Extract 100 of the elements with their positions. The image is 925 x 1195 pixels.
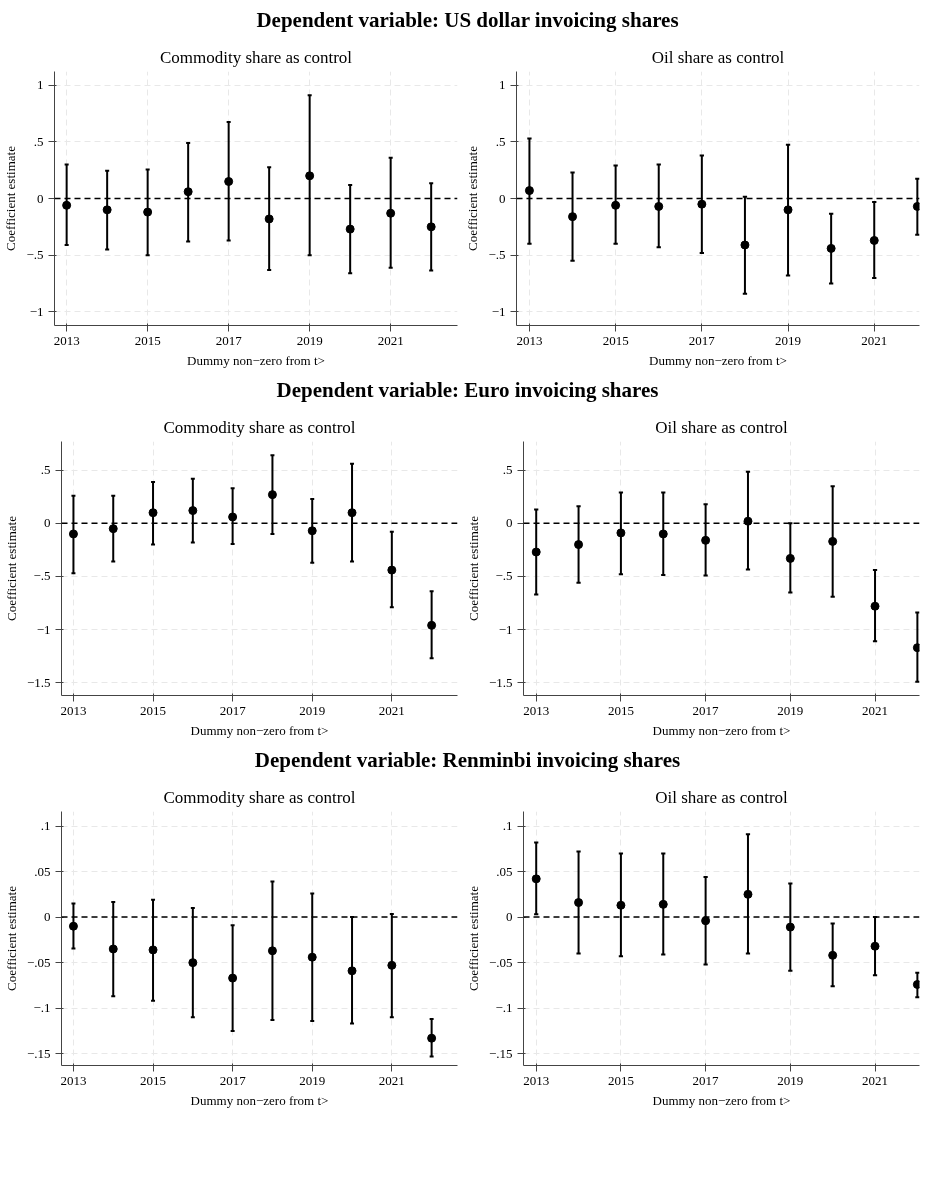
point (427, 1033, 437, 1043)
y-tick-label: −.1 (33, 1000, 51, 1016)
point (574, 540, 584, 550)
x-axis-title: Dummy non−zero from t> (190, 722, 329, 738)
x-tick-label: 2019 (777, 1072, 804, 1088)
y-tick-label: .05 (34, 863, 51, 879)
point (826, 243, 836, 253)
point (912, 643, 920, 653)
x-axis-title: Dummy non−zero from t> (190, 1092, 329, 1108)
x-tick-label: 2021 (378, 702, 405, 718)
point (307, 526, 317, 536)
x-tick-label: 2017 (688, 332, 716, 348)
y-tick-label: .5 (502, 462, 513, 478)
point (62, 200, 72, 210)
x-tick-label: 2019 (775, 332, 802, 348)
x-tick-label: 2013 (516, 332, 543, 348)
y-axis-title: Coefficient estimate (465, 885, 481, 991)
point (264, 214, 274, 224)
point (148, 945, 158, 955)
y-tick-label: −.05 (26, 954, 51, 970)
y-tick-label: 1 (37, 77, 44, 93)
y-tick-label: −1 (36, 621, 51, 637)
x-tick-label: 2013 (53, 332, 80, 348)
point (347, 966, 357, 976)
x-tick-label: 2013 (60, 1072, 87, 1088)
point (828, 536, 838, 546)
x-tick-label: 2017 (215, 332, 243, 348)
point (785, 922, 795, 932)
y-tick-label: −.5 (26, 247, 44, 263)
text: Dependent variable: Renminbi invoicing shares (254, 747, 681, 774)
y-tick-label: 0 (44, 515, 51, 531)
point (743, 516, 753, 526)
chart-title: Commodity share as control (163, 417, 356, 437)
point (870, 941, 880, 951)
y-tick-label: −.5 (488, 247, 506, 263)
chart-title: Commodity share as control (163, 787, 356, 807)
x-tick-label: 2015 (602, 332, 629, 348)
x-tick-label: 2013 (60, 702, 87, 718)
point (616, 528, 626, 538)
point (267, 946, 277, 956)
x-tick-label: 2021 (377, 332, 404, 348)
point (783, 205, 793, 215)
point (828, 950, 838, 960)
x-tick-label: 2019 (296, 332, 323, 348)
y-axis-title: Coefficient estimate (3, 885, 19, 991)
point (869, 235, 879, 245)
y-tick-label: −1 (498, 621, 513, 637)
point (108, 524, 118, 534)
y-axis-title: Coefficient estimate (3, 145, 19, 251)
y-tick-label: −.5 (495, 568, 513, 584)
x-tick-label: 2017 (219, 1072, 247, 1088)
y-tick-label: 0 (37, 190, 44, 206)
x-tick-label: 2015 (607, 702, 634, 718)
point (347, 508, 357, 518)
x-tick-label: 2013 (523, 1072, 550, 1088)
y-axis-title: Coefficient estimate (465, 145, 481, 251)
text: Dependent variable: Euro invoicing shares (276, 377, 659, 404)
point (658, 899, 668, 909)
point (743, 889, 753, 899)
point (188, 506, 198, 516)
point (143, 207, 153, 217)
point (108, 944, 118, 954)
y-tick-label: −1 (491, 303, 506, 319)
y-tick-label: −.15 (26, 1045, 51, 1061)
point (386, 208, 396, 218)
y-tick-label: 0 (44, 909, 51, 925)
point (188, 958, 198, 968)
point (870, 601, 880, 611)
y-tick-label: −1.5 (26, 674, 51, 690)
x-tick-label: 2021 (861, 332, 888, 348)
y-tick-label: 0 (506, 909, 513, 925)
x-tick-label: 2019 (299, 702, 326, 718)
x-axis-title: Dummy non−zero from t> (652, 1092, 791, 1108)
y-tick-label: .5 (495, 133, 506, 149)
point (531, 874, 541, 884)
y-tick-label: .5 (33, 133, 44, 149)
x-tick-label: 2017 (692, 1072, 720, 1088)
x-tick-label: 2019 (777, 702, 804, 718)
point (697, 199, 707, 209)
y-tick-label: .1 (502, 818, 513, 834)
y-tick-label: −.1 (495, 1000, 513, 1016)
point (102, 205, 112, 215)
x-tick-label: 2021 (862, 1072, 889, 1088)
point (701, 535, 711, 545)
y-axis-title: Coefficient estimate (465, 515, 481, 621)
x-tick-label: 2015 (607, 1072, 634, 1088)
y-tick-label: −.15 (488, 1045, 513, 1061)
y-tick-label: .5 (40, 462, 51, 478)
point (345, 224, 355, 234)
y-tick-label: −1 (29, 303, 44, 319)
x-tick-label: 2015 (134, 332, 161, 348)
x-axis-title: Dummy non−zero from t> (649, 352, 787, 368)
point (228, 512, 238, 522)
point (654, 201, 664, 211)
point (574, 898, 584, 908)
x-tick-label: 2019 (299, 1072, 326, 1088)
x-axis-title: Dummy non−zero from t> (187, 352, 325, 368)
point (912, 979, 920, 989)
point (224, 177, 234, 186)
point (658, 529, 668, 539)
